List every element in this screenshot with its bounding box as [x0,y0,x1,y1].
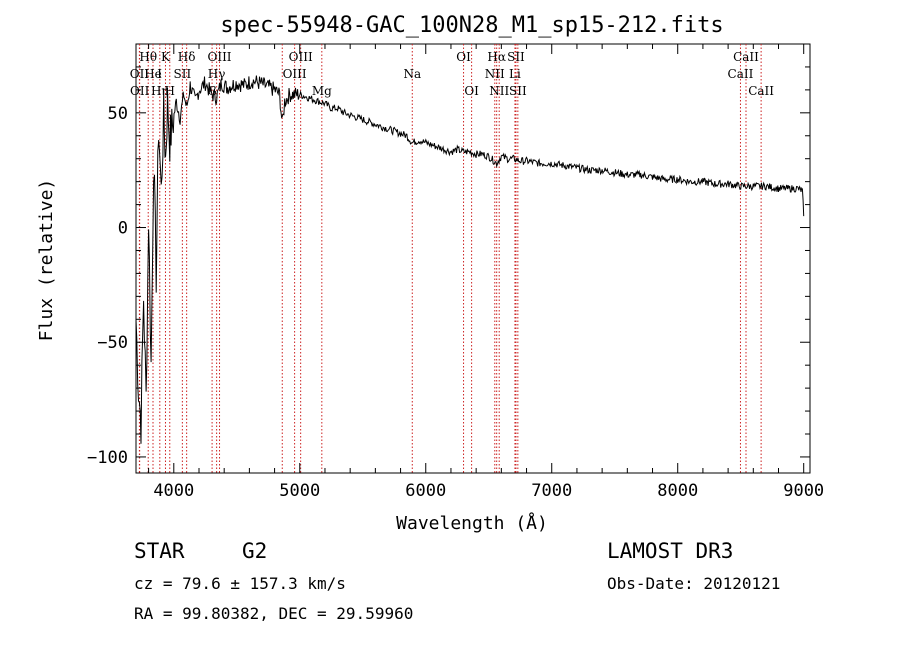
plot-frame-group [135,43,811,474]
x-tick-label: 4000 [153,481,194,501]
line-id-label: Mg [312,84,332,98]
line-id-label: OIII [207,50,231,64]
ticks-group: 4000 5000 6000 7000 8000 9000 −100 −50 0 50 [87,44,824,501]
line-id-label: G [207,84,217,98]
plot-frame [135,43,811,474]
x-tick-label: 6000 [405,481,446,501]
line-id-label: NII [485,67,505,81]
object-subclass: G2 [242,539,267,563]
line-id-label: CaII [748,84,774,98]
obs-date: Obs-Date: 20120121 [607,574,780,593]
line-id-label: Na [403,67,421,81]
line-id-label: OII [130,84,150,98]
spectrum-line [135,75,805,444]
x-tick-label: 9000 [783,481,824,501]
line-id-label: OI [464,84,479,98]
x-tick-label: 8000 [657,481,698,501]
line-id-label: Hδ [178,50,196,64]
redshift-cz: cz = 79.6 ± 157.3 km/s [134,574,346,593]
y-tick-label: 0 [118,219,128,239]
line-id-label: CaII [728,67,754,81]
line-id-label: He [144,67,162,81]
line-id-label: K [161,50,171,64]
line-id-label: Hα [487,50,506,64]
ra-dec-coords: RA = 99.80382, DEC = 29.59960 [134,604,413,623]
y-tick-label: −100 [87,448,128,468]
line-id-label: OII [130,67,150,81]
line-id-label: I [157,67,162,81]
survey-name: LAMOST DR3 [607,539,733,563]
line-id-label: OI [456,50,471,64]
x-tick-label: 7000 [531,481,572,501]
line-id-label: CaII [733,50,759,64]
line-id-label: OIII [283,67,307,81]
y-axis-label: Flux (relative) [36,179,57,342]
line-id-label: OIII [289,50,313,64]
line-id-label: Hγ [208,67,226,81]
line-id-label: Hη [151,84,169,98]
line-markers-group [138,44,762,473]
line-id-label: SII [509,84,527,98]
line-id-label: SII [174,67,192,81]
line-id-label: H [165,84,175,98]
line-id-label: SII [507,50,525,64]
line-id-label: NII [489,84,509,98]
line-id-label: Li [509,67,521,81]
y-tick-label: 50 [108,104,128,124]
spectrum-series-group [135,75,805,444]
x-axis-label: Wavelength (Å) [396,512,548,534]
object-class: STAR [134,539,185,563]
x-tick-label: 5000 [279,481,320,501]
line-id-label: Hθ [139,50,157,64]
chart-title: spec-55948-GAC_100N28_M1_sp15-212.fits [220,13,723,38]
y-tick-label: −50 [97,333,128,353]
